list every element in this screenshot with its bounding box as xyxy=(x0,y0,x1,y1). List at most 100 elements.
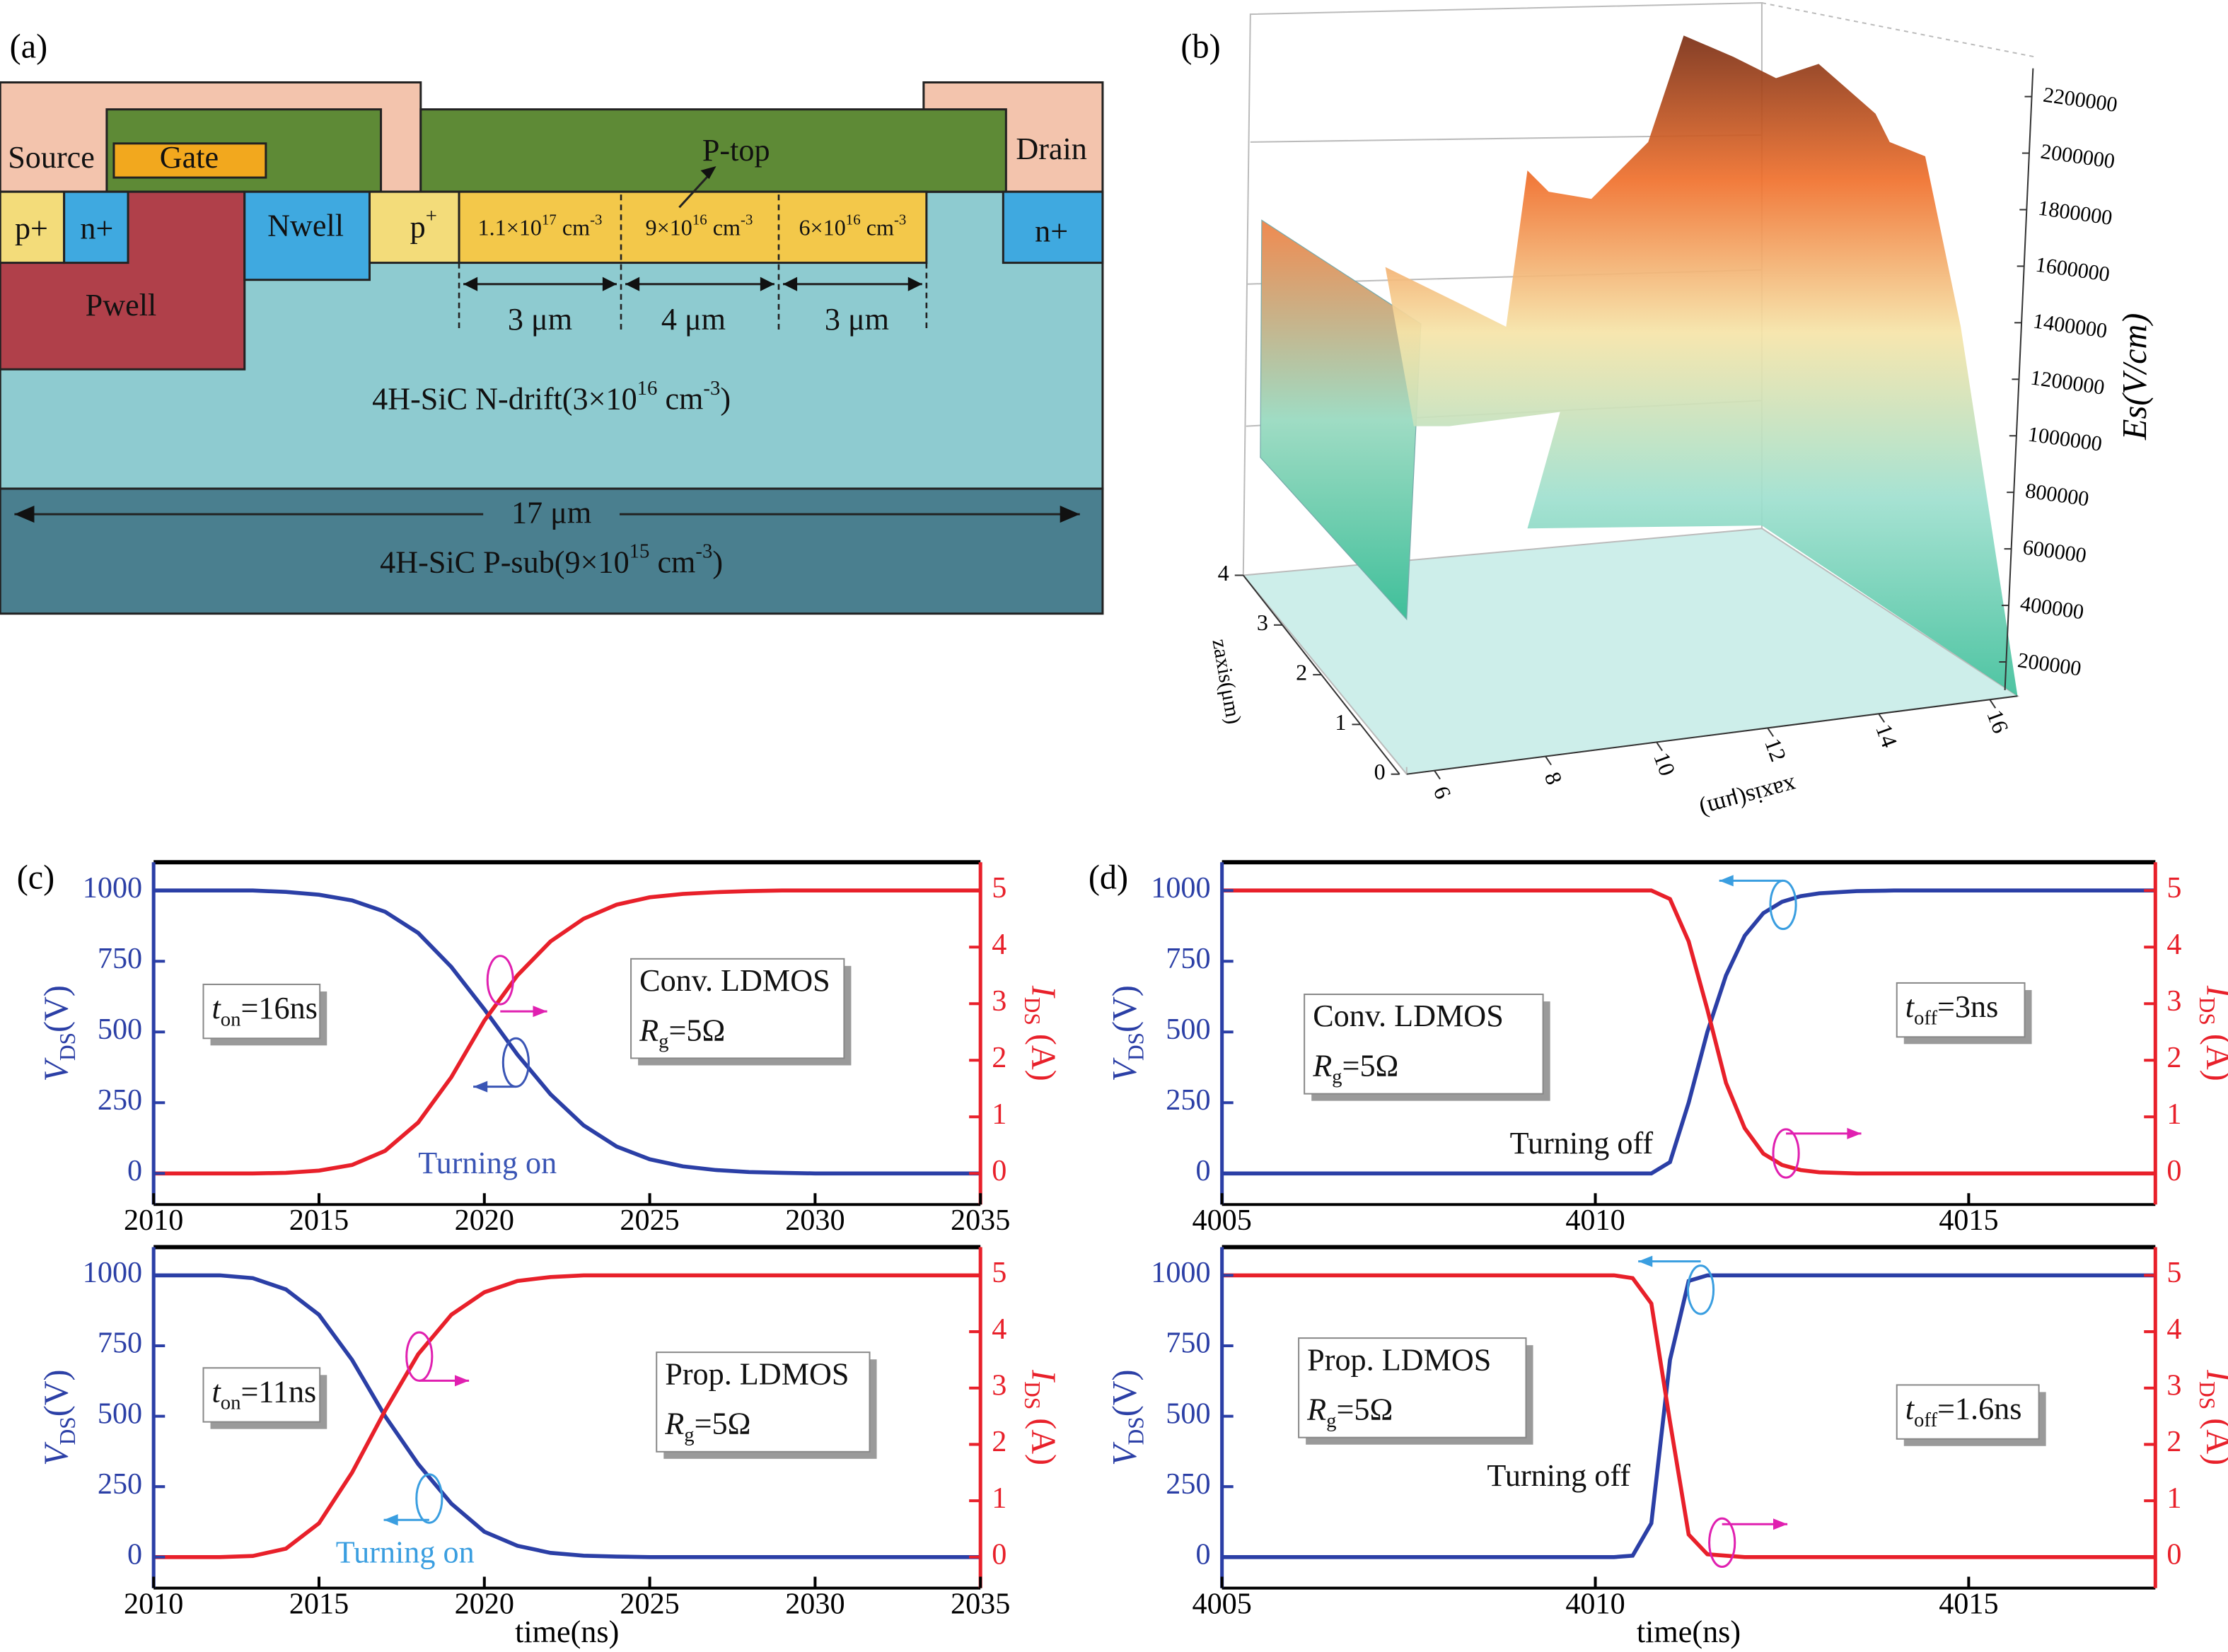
arrow-head xyxy=(1847,1127,1862,1139)
y2-tick-label: 4 xyxy=(2166,1313,2181,1346)
text-segment: 6×10 xyxy=(799,215,845,240)
y2-axis-label: IDS (A) xyxy=(1020,985,1062,1081)
y-tick-label: 1000 xyxy=(83,871,142,904)
diagram-label: Source xyxy=(8,140,95,175)
diagram-label: n+ xyxy=(1035,214,1068,249)
z-tick-label: 1000000 xyxy=(2026,421,2104,455)
x-tick-label: 2015 xyxy=(289,1587,349,1620)
text-segment: ) xyxy=(712,545,723,580)
text-segment: =5Ω xyxy=(695,1407,751,1441)
series-line xyxy=(153,888,981,1176)
text-segment: V xyxy=(38,1057,76,1081)
text-segment: (V) xyxy=(38,985,76,1032)
arrow-head xyxy=(455,1375,470,1387)
text-segment: -3 xyxy=(703,376,720,399)
text-segment: R xyxy=(639,1013,658,1047)
x-tick xyxy=(1878,713,1886,723)
y-axis-label: VDS(V) xyxy=(38,1369,81,1465)
y-tick-label: 0 xyxy=(1195,1154,1210,1187)
y-tick-label: 750 xyxy=(1166,1327,1210,1360)
y-axis-label: VDS(V) xyxy=(1106,1369,1149,1465)
y2-tick-label: 0 xyxy=(992,1537,1006,1571)
y2-tick-label: 1 xyxy=(2166,1098,2181,1131)
text-segment: g xyxy=(658,1030,668,1052)
y-tick-label: 250 xyxy=(98,1467,142,1501)
y-tick-label: 3 xyxy=(1257,610,1268,635)
diagram-label: 17 μm xyxy=(511,495,591,530)
p-plus xyxy=(0,190,66,264)
y-axis-label: VDS(V) xyxy=(38,985,81,1081)
x-axis-label: time(ns) xyxy=(515,1615,619,1649)
z-tick-label: 1800000 xyxy=(2036,196,2113,230)
diagram-label: Drain xyxy=(1016,132,1087,166)
x-tick-label: 2020 xyxy=(455,1587,514,1620)
y-tick-label: 2 xyxy=(1296,659,1307,685)
diagram-label: 3 μm xyxy=(825,302,889,337)
z-tick-label: 2000000 xyxy=(2039,139,2116,173)
z-tick-label: 800000 xyxy=(2024,478,2090,511)
diagram-label: p+ xyxy=(410,204,437,244)
y2-tick-label: 0 xyxy=(2166,1154,2181,1187)
y-tick-label: 250 xyxy=(1166,1467,1210,1501)
series-line xyxy=(153,888,981,1176)
text-segment: Conv. LDMOS xyxy=(1313,999,1504,1033)
x-axis xyxy=(1406,695,2018,775)
y2-tick-label: 0 xyxy=(2166,1537,2181,1571)
text-segment: I xyxy=(2200,1369,2228,1383)
y2-tick-label: 5 xyxy=(2166,871,2181,904)
text-segment: (A) xyxy=(1024,1025,1062,1081)
y2-axis-label: IDS (A) xyxy=(2195,1369,2228,1465)
box-text: toff=1.6ns xyxy=(1905,1392,2022,1431)
annotation-box xyxy=(202,1367,321,1423)
x-tick-label: 4015 xyxy=(1939,1204,1998,1237)
text-segment: 16 xyxy=(637,376,658,399)
text-segment: t xyxy=(1905,1392,1915,1426)
box-text: Rg=5Ω xyxy=(664,1407,750,1446)
y-tick-label: 0 xyxy=(127,1537,142,1571)
annotation-box xyxy=(1298,1337,1527,1438)
x-axis-label: xaxis(μm) xyxy=(1697,772,1799,822)
text-segment: on xyxy=(221,1008,241,1030)
x-tick-label: 2030 xyxy=(785,1587,845,1620)
text-segment: DS xyxy=(1020,997,1045,1025)
y2-tick-label: 4 xyxy=(2166,928,2181,961)
y2-tick-label: 1 xyxy=(2166,1482,2181,1515)
y2-tick-label: 4 xyxy=(992,928,1006,961)
arrow-head xyxy=(1638,1255,1653,1267)
y2-tick-label: 5 xyxy=(992,871,1006,904)
text-segment: -3 xyxy=(590,211,602,228)
y2-tick-label: 2 xyxy=(992,1425,1006,1458)
text-segment: R xyxy=(1312,1049,1332,1083)
text-segment: t xyxy=(1905,989,1915,1024)
text-segment: ) xyxy=(720,382,731,417)
y2-tick-label: 0 xyxy=(992,1154,1006,1187)
diagram-label: Gate xyxy=(160,140,219,175)
diagram-label: P-top xyxy=(702,133,770,168)
y-tick-label: 1000 xyxy=(83,1256,142,1289)
y2-tick-label: 3 xyxy=(992,984,1006,1018)
box-text: Conv. LDMOS xyxy=(639,963,830,998)
text-segment: -3 xyxy=(894,211,906,228)
panel-label: (a) xyxy=(10,28,47,65)
text-segment: DS xyxy=(55,1417,80,1445)
text-segment: =5Ω xyxy=(1337,1392,1393,1427)
text-segment: p xyxy=(410,210,426,245)
diagram-label: 4H-SiC P-sub(9×1015 cm-3) xyxy=(380,540,723,579)
annotation: Turning on xyxy=(418,1146,557,1180)
text-segment: DS xyxy=(1020,1381,1045,1409)
series-line xyxy=(1222,1273,2156,1559)
y-tick-label: 1 xyxy=(1335,709,1346,735)
z-tick-label: 1200000 xyxy=(2029,365,2106,399)
annotation-box xyxy=(1304,994,1544,1095)
text-segment: DS xyxy=(1124,1417,1149,1445)
text-segment: off xyxy=(1914,1408,1937,1431)
y-tick-label: 0 xyxy=(1195,1537,1210,1571)
text-segment: I xyxy=(2200,985,2228,999)
text-segment: R xyxy=(664,1407,684,1441)
z-tick-label: 400000 xyxy=(2019,591,2085,624)
arrow-head xyxy=(533,1006,547,1018)
text-segment: t xyxy=(212,1375,222,1409)
x-tick-label: 4005 xyxy=(1192,1204,1251,1237)
arrow-head xyxy=(1772,1518,1788,1530)
